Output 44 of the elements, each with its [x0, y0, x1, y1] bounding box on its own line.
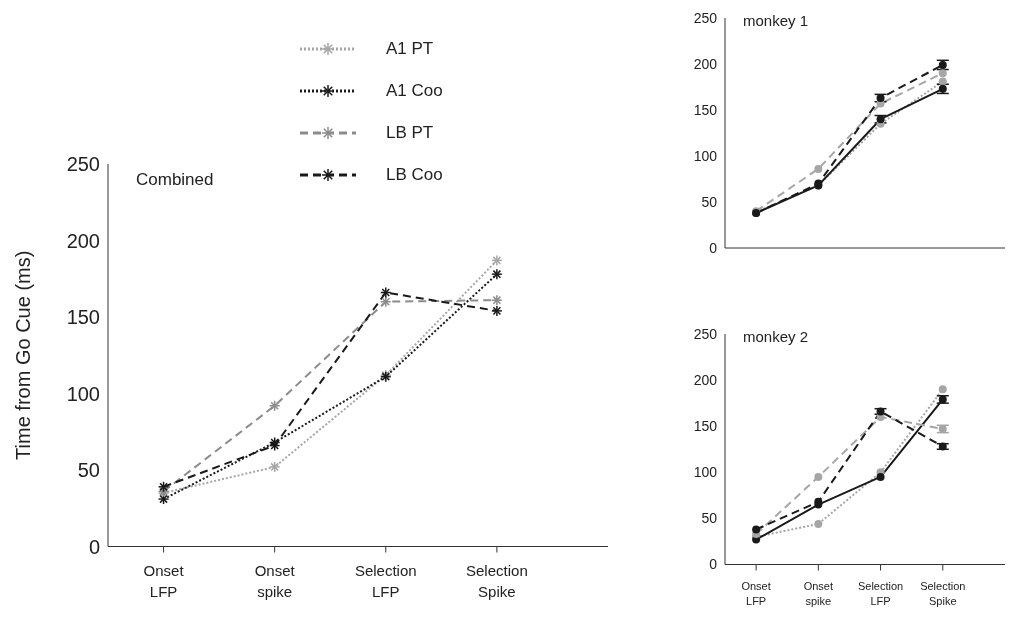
x-tick-label: Onset LFP [741, 579, 771, 608]
point [814, 519, 823, 528]
y-tick-label: 250 [66, 153, 100, 176]
x-tick-label: Selection LFP [354, 561, 417, 601]
y-tick-label: 0 [709, 556, 718, 573]
y-tick-label: 0 [709, 239, 718, 256]
legend-label: LB Coo [386, 165, 443, 185]
y-tick-label: 100 [693, 464, 718, 481]
y-tick-label: 100 [693, 147, 718, 164]
y-tick-label: 150 [693, 101, 718, 118]
y-tick-label: 150 [693, 418, 718, 435]
y-tick-label: 50 [701, 510, 718, 527]
x-tick-label: Onset spike [803, 579, 834, 608]
y-tick-label: 50 [701, 193, 718, 210]
y-tick-label: 250 [693, 9, 718, 26]
y-tick-label: 200 [693, 372, 718, 389]
y-axis-title: Time from Go Cue (ms) [12, 250, 35, 460]
point [938, 385, 947, 394]
chart-title: monkey 2 [743, 328, 809, 345]
y-tick-label: 250 [693, 325, 718, 342]
chart-title: Combined [136, 170, 214, 190]
point [938, 395, 947, 404]
y-tick-label: 100 [66, 382, 100, 405]
point [938, 77, 947, 86]
y-tick-label: 150 [66, 306, 100, 329]
point [814, 472, 823, 481]
point [938, 442, 947, 451]
point [938, 69, 947, 78]
legend-label: A1 Coo [386, 81, 443, 101]
y-tick-label: 200 [66, 229, 100, 252]
point [876, 472, 885, 481]
legend-label: LB PT [386, 123, 434, 143]
y-tick-label: 200 [693, 55, 718, 72]
chart-title: monkey 1 [743, 12, 809, 29]
x-tick-label: Selection Spike [466, 561, 528, 601]
x-tick-label: Selection LFP [857, 579, 904, 608]
x-tick-label: Selection Spike [920, 579, 966, 608]
point [814, 164, 823, 173]
legend-label: A1 PT [386, 39, 434, 59]
x-tick-label: Onset spike [254, 561, 296, 601]
y-tick-label: 0 [88, 535, 100, 558]
x-tick-label: Onset LFP [143, 561, 185, 601]
y-tick-label: 50 [77, 459, 100, 482]
point [752, 525, 761, 534]
